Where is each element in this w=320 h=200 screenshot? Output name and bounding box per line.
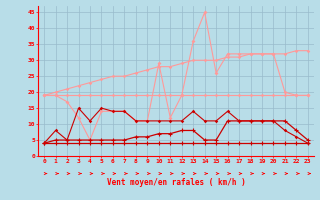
X-axis label: Vent moyen/en rafales ( km/h ): Vent moyen/en rafales ( km/h ) — [107, 178, 245, 187]
